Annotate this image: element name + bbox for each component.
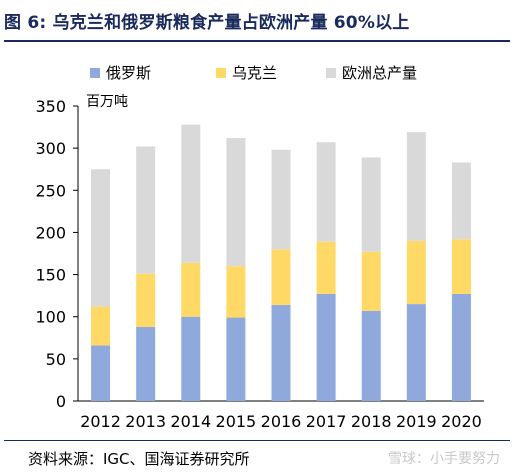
source-note: 资料来源：IGC、国海证券研究所 bbox=[28, 450, 250, 468]
bar-2019-series-1 bbox=[406, 304, 426, 401]
chart-title: 图 6: 乌克兰和俄罗斯粮食产量占欧洲产量 60%以上 bbox=[4, 13, 410, 33]
footer-rule bbox=[4, 440, 510, 441]
bar-2016-series-1 bbox=[271, 304, 291, 401]
bar-2016-series-3 bbox=[271, 149, 291, 250]
bar-2018-series-1 bbox=[361, 310, 381, 401]
y-tick-label: 350 bbox=[35, 97, 66, 116]
y-tick-label: 250 bbox=[35, 181, 66, 200]
x-tick-label: 2020 bbox=[441, 412, 482, 431]
bar-2020-series-1 bbox=[451, 293, 471, 401]
bar-2012-series-3 bbox=[91, 169, 111, 307]
bar-2015-series-1 bbox=[226, 317, 246, 401]
y-tick-label: 150 bbox=[35, 266, 66, 285]
y-tick-label: 50 bbox=[46, 350, 66, 369]
x-tick-label: 2018 bbox=[351, 412, 392, 431]
bar-2017-series-1 bbox=[316, 293, 336, 401]
bar-2019-series-2 bbox=[406, 240, 426, 305]
legend-swatch-2 bbox=[216, 68, 226, 78]
y-tick-label: 100 bbox=[35, 308, 66, 327]
x-tick-label: 2015 bbox=[216, 412, 257, 431]
title-rule bbox=[4, 40, 510, 42]
y-tick-label: 0 bbox=[56, 392, 66, 411]
bar-2015-series-3 bbox=[226, 138, 246, 267]
bar-2017-series-2 bbox=[316, 241, 336, 294]
bar-2018-series-3 bbox=[361, 157, 381, 252]
bar-2020-series-3 bbox=[451, 162, 471, 240]
bar-2020-series-2 bbox=[451, 239, 471, 294]
watermark: 雪球：小手要努力 bbox=[388, 451, 500, 467]
bar-2016-series-2 bbox=[271, 249, 291, 305]
bar-2012-series-2 bbox=[91, 306, 111, 346]
legend-label-1: 俄罗斯 bbox=[106, 64, 151, 82]
x-tick-label: 2016 bbox=[261, 412, 302, 431]
bar-2017-series-3 bbox=[316, 142, 336, 242]
bar-2014-series-1 bbox=[181, 316, 201, 401]
x-tick-label: 2013 bbox=[125, 412, 166, 431]
bar-2014-series-3 bbox=[181, 124, 201, 263]
bar-2012-series-1 bbox=[91, 345, 111, 401]
bar-2015-series-2 bbox=[226, 266, 246, 318]
bar-2013-series-1 bbox=[136, 326, 156, 401]
legend-swatch-3 bbox=[326, 68, 336, 78]
bar-2019-series-3 bbox=[406, 132, 426, 241]
legend-swatch-1 bbox=[90, 68, 100, 78]
x-tick-label: 2012 bbox=[80, 412, 121, 431]
bar-2013-series-3 bbox=[136, 146, 156, 274]
y-tick-label: 300 bbox=[35, 139, 66, 158]
bar-2013-series-2 bbox=[136, 273, 156, 327]
legend-label-2: 乌克兰 bbox=[232, 64, 277, 82]
y-tick-label: 200 bbox=[35, 223, 66, 242]
legend-label-3: 欧洲总产量 bbox=[342, 64, 417, 82]
x-tick-label: 2014 bbox=[170, 412, 211, 431]
x-tick-label: 2019 bbox=[396, 412, 437, 431]
x-tick-label: 2017 bbox=[306, 412, 347, 431]
bar-2014-series-2 bbox=[181, 262, 201, 317]
unit-label: 百万吨 bbox=[86, 94, 128, 110]
bar-2018-series-2 bbox=[361, 251, 381, 311]
